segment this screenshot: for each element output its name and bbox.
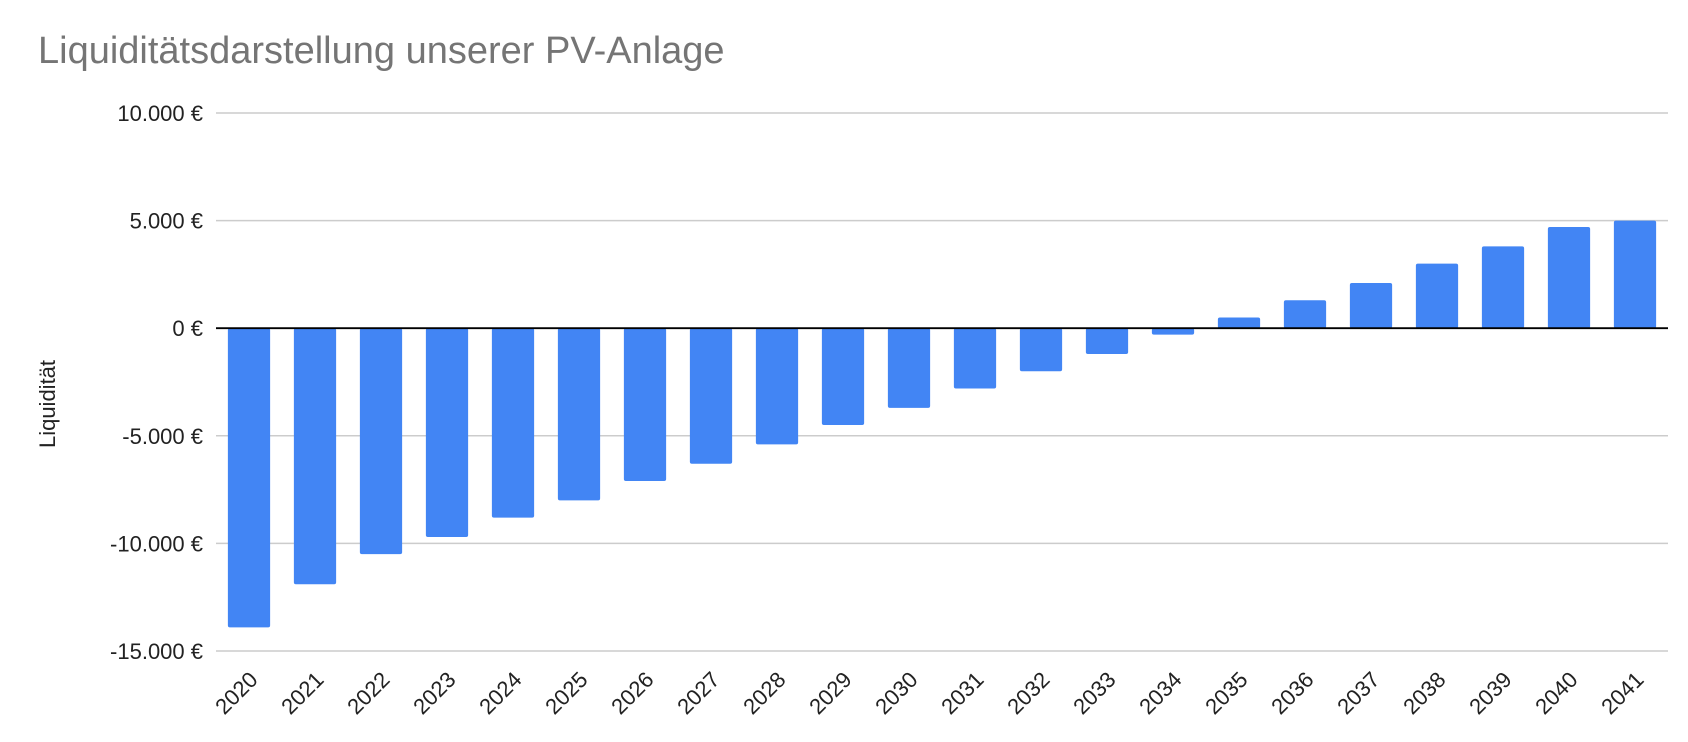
bar-2020 xyxy=(227,328,271,628)
x-tick-label: 2038 xyxy=(1398,667,1450,719)
bar-2022 xyxy=(359,328,403,555)
x-tick-label: 2033 xyxy=(1068,667,1120,719)
x-tick-label: 2031 xyxy=(936,667,988,719)
bar-2025 xyxy=(557,328,601,501)
bar-2026 xyxy=(623,328,667,481)
x-tick-label: 2020 xyxy=(210,667,262,719)
y-tick-label: 10.000 € xyxy=(117,101,203,126)
y-tick-label: -15.000 € xyxy=(110,639,203,664)
bar-2028 xyxy=(755,328,799,445)
bar-2032 xyxy=(1019,328,1063,372)
y-tick-label: 0 € xyxy=(172,316,203,341)
bar-2035 xyxy=(1217,317,1261,329)
x-tick-label: 2029 xyxy=(804,667,856,719)
x-tick-label: 2032 xyxy=(1002,667,1054,719)
x-tick-label: 2041 xyxy=(1596,667,1648,719)
x-tick-label: 2026 xyxy=(606,667,658,719)
bar-2039 xyxy=(1481,246,1525,329)
bar-2030 xyxy=(887,328,931,408)
x-tick-label: 2024 xyxy=(474,667,526,719)
x-tick-label: 2025 xyxy=(540,667,592,719)
bar-2021 xyxy=(293,328,337,585)
bar-2038 xyxy=(1415,263,1459,329)
x-tick-label: 2036 xyxy=(1266,667,1318,719)
bar-2033 xyxy=(1085,328,1129,355)
x-tick-label: 2022 xyxy=(342,667,394,719)
y-tick-label: 5.000 € xyxy=(130,209,203,234)
y-tick-label: -10.000 € xyxy=(110,531,203,556)
x-tick-label: 2027 xyxy=(672,667,724,719)
x-tick-label: 2034 xyxy=(1134,667,1186,719)
bar-2024 xyxy=(491,328,535,518)
bar-2034 xyxy=(1151,328,1195,335)
x-tick-label: 2028 xyxy=(738,667,790,719)
x-tick-label: 2037 xyxy=(1332,667,1384,719)
bar-2036 xyxy=(1283,300,1327,329)
y-tick-label: -5.000 € xyxy=(122,424,203,449)
x-tick-label: 2021 xyxy=(276,667,328,719)
x-tick-label: 2040 xyxy=(1530,667,1582,719)
x-tick-label: 2030 xyxy=(870,667,922,719)
y-axis-label: Liquidität xyxy=(35,360,60,448)
bar-2031 xyxy=(953,328,997,389)
x-tick-label: 2023 xyxy=(408,667,460,719)
bar-2027 xyxy=(689,328,733,464)
x-tick-label: 2035 xyxy=(1200,667,1252,719)
x-tick-label: 2039 xyxy=(1464,667,1516,719)
bar-2040 xyxy=(1547,227,1591,329)
chart-title: Liquiditätsdarstellung unserer PV-Anlage xyxy=(38,30,725,72)
bar-2041 xyxy=(1613,220,1657,329)
bar-2037 xyxy=(1349,283,1393,329)
bar-2023 xyxy=(425,328,469,537)
bar-2029 xyxy=(821,328,865,426)
